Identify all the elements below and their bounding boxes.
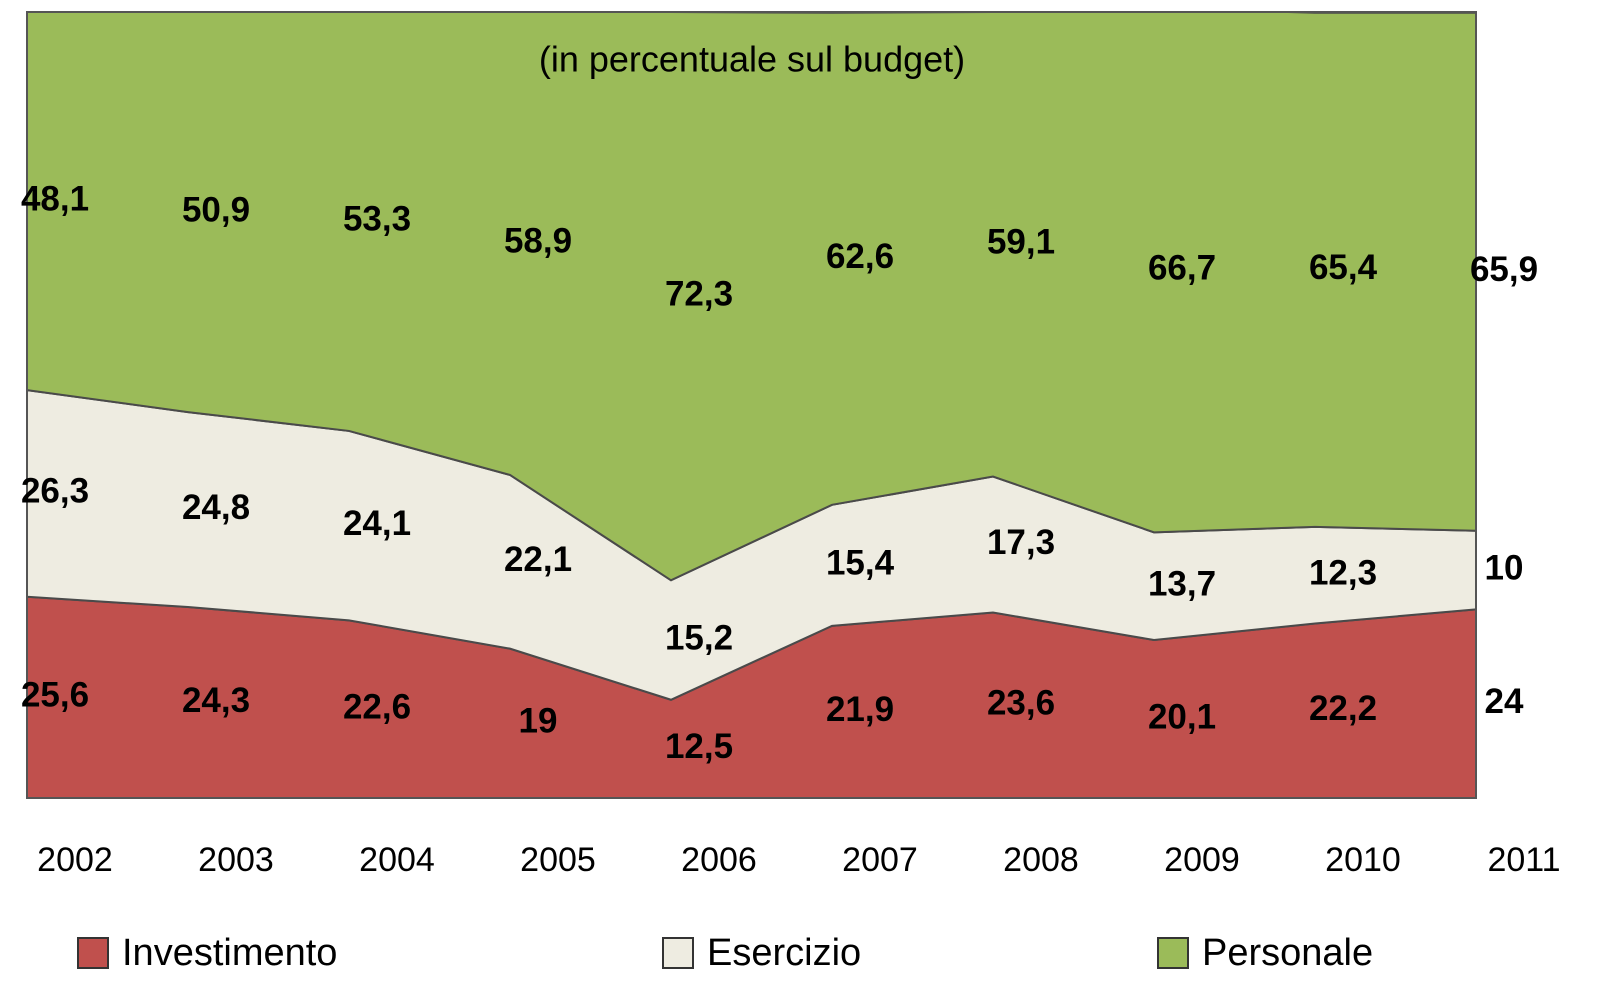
data-label: 15,2 [665,618,733,657]
legend-swatch [77,937,109,969]
data-label: 58,9 [504,222,572,261]
plot-area [27,12,1476,798]
data-label: 10 [1485,548,1524,587]
data-label: 72,3 [665,274,733,313]
x-tick-label: 2010 [1325,841,1401,879]
data-label: 25,6 [21,676,89,715]
data-label: 24,3 [182,681,250,720]
data-label: 15,4 [826,544,895,583]
data-label: 24,1 [343,504,411,543]
data-label: 12,5 [665,727,733,766]
data-label: 26,3 [21,472,89,511]
legend-swatch [1157,937,1189,969]
x-tick-label: 2003 [198,841,274,879]
legend-label: Esercizio [707,932,861,974]
chart-title: (in percentuale sul budget) [539,39,965,80]
data-label: 22,6 [343,687,411,726]
x-tick-label: 2006 [681,841,757,879]
data-label: 12,3 [1309,553,1377,592]
data-label: 65,4 [1309,248,1378,287]
data-label: 50,9 [182,190,250,229]
data-label: 59,1 [987,223,1055,262]
data-label: 22,2 [1309,689,1377,728]
x-tick-label: 2005 [520,841,596,879]
x-tick-label: 2008 [1003,841,1079,879]
data-label: 21,9 [826,690,894,729]
x-tick-label: 2011 [1487,841,1560,879]
data-label: 24 [1485,682,1524,721]
legend-swatch [662,937,694,969]
data-label: 48,1 [21,179,89,218]
data-label: 24,8 [182,488,250,527]
x-tick-label: 2002 [37,841,113,879]
data-label: 23,6 [987,684,1055,723]
data-label: 65,9 [1470,250,1538,289]
area [27,12,1476,582]
legend-label: Personale [1202,932,1373,974]
data-label: 20,1 [1148,697,1216,736]
data-label: 53,3 [343,200,411,239]
data-label: 19 [519,702,558,741]
x-tick-label: 2004 [359,841,435,879]
data-label: 62,6 [826,237,894,276]
data-label: 13,7 [1148,564,1216,603]
legend-label: Investimento [122,932,337,974]
x-tick-label: 2009 [1164,841,1240,879]
data-label: 66,7 [1148,248,1216,287]
x-tick-label: 2007 [842,841,918,879]
plot-border [26,11,1477,799]
data-label: 22,1 [504,540,572,579]
data-label: 17,3 [987,523,1055,562]
